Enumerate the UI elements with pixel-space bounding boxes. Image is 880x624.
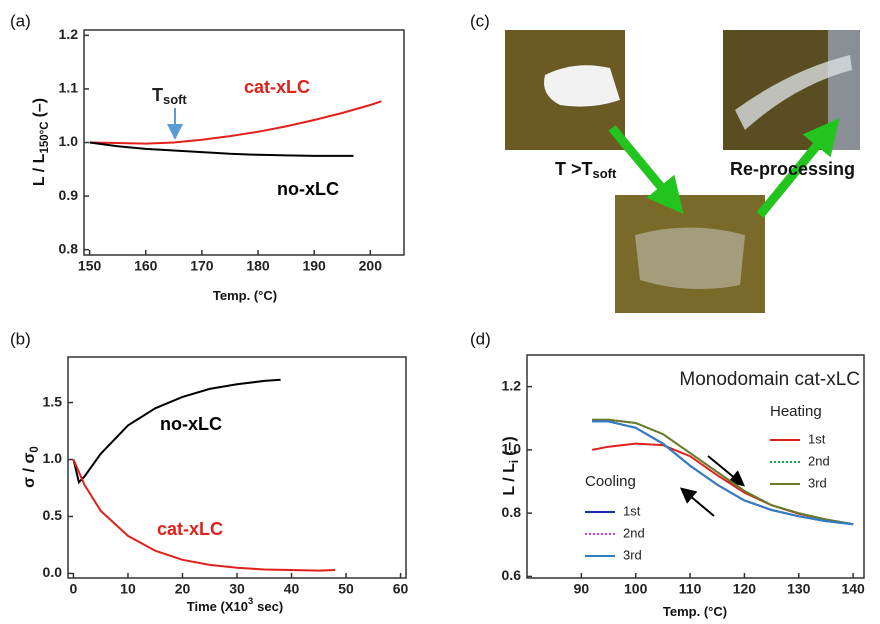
x-axis-label: Temp. (°C) [663, 604, 727, 619]
annotation: Tsoft [152, 85, 187, 108]
y-tick-label: 0.6 [502, 567, 522, 583]
panel-label: (b) [10, 329, 31, 348]
x-axis-label: Time (X103 sec) [187, 596, 283, 614]
x-tick-label: 150 [78, 258, 102, 274]
y-tick-label: 1.5 [43, 393, 63, 409]
chart-title: Monodomain cat-xLC [679, 369, 860, 390]
legend-label: 3rd [623, 547, 642, 562]
legend-title: Cooling [585, 473, 636, 490]
page: {"chart_data": [ {"type": "line", "label… [0, 0, 880, 624]
x-tick-label: 90 [574, 581, 590, 597]
x-tick-label: 170 [190, 258, 214, 274]
y-tick-label: 1.0 [43, 450, 63, 466]
x-axis-label-sup: 3 [248, 596, 253, 606]
x-tick-label: 30 [229, 581, 245, 597]
figure: (a)1501601701801902000.80.91.01.11.2Temp… [0, 0, 880, 624]
x-tick-label: 50 [338, 581, 354, 597]
x-axis-label: Temp. (°C) [213, 288, 277, 303]
y-tick-label: 0.8 [502, 504, 522, 520]
x-tick-label: 140 [841, 581, 865, 597]
x-tick-label: 0 [70, 581, 78, 597]
line [74, 460, 336, 571]
y-axis-label: L / Li (–) [501, 436, 521, 495]
y-tick-label: 1.0 [59, 133, 79, 149]
y-tick-label: 0.8 [59, 240, 79, 256]
plot-frame [68, 357, 406, 578]
panel-label: (c) [470, 11, 490, 30]
photo-sample [544, 65, 620, 106]
x-tick-label: 200 [359, 258, 383, 274]
y-axis-label-end: (–) [31, 98, 48, 118]
y-axis-label-sub: 150°C [39, 121, 51, 153]
y-tick-label: 0.5 [43, 507, 63, 523]
photo-caption-sub: soft [593, 166, 617, 181]
y-tick-label: 1.2 [502, 377, 522, 393]
series-label: cat-xLC [244, 77, 310, 97]
x-tick-label: 60 [393, 581, 409, 597]
y-axis-label-end: (–) [501, 436, 518, 456]
legend-label: 1st [808, 431, 826, 446]
series-label: no-xLC [160, 414, 222, 434]
y-axis-label-sub: 0 [29, 446, 41, 452]
x-tick-label: 130 [787, 581, 811, 597]
x-tick-label: 110 [679, 581, 702, 597]
y-axis-label: L / L150°C (–) [31, 98, 51, 186]
y-tick-label: 1.1 [59, 80, 79, 96]
x-axis-label-main: Temp. (°C) [663, 604, 727, 619]
series-label: no-xLC [277, 179, 339, 199]
y-tick-label: 1.2 [59, 26, 79, 42]
photo-caption-main: T >T [555, 159, 593, 179]
annotation-main: T [152, 85, 163, 105]
y-axis-label-main: σ / σ [21, 453, 38, 488]
photo-caption-main: Re-processing [730, 159, 855, 179]
arrow [612, 128, 672, 200]
x-tick-label: 190 [302, 258, 326, 274]
y-axis-label-main: L / L [31, 153, 48, 186]
legend-label: 1st [623, 503, 641, 518]
photo-caption: T >Tsoft [555, 159, 617, 182]
panel-label: (d) [470, 329, 491, 348]
photo-tool [828, 30, 860, 150]
arrow [683, 490, 714, 516]
line [90, 101, 382, 143]
x-tick-label: 10 [120, 581, 136, 597]
y-tick-label: 0.9 [59, 187, 79, 203]
y-axis-label: σ / σ0 [21, 446, 41, 488]
y-axis-label-main: L / L [501, 463, 518, 496]
legend-label: 2nd [808, 453, 830, 468]
x-tick-label: 20 [175, 581, 191, 597]
legend-label: 2nd [623, 525, 645, 540]
legend-label: 3rd [808, 475, 827, 490]
x-axis-label-end: sec) [257, 599, 283, 614]
photo-melt [635, 228, 745, 290]
x-tick-label: 180 [246, 258, 270, 274]
y-tick-label: 0.0 [43, 564, 63, 580]
x-tick-label: 160 [134, 258, 158, 274]
line [90, 143, 354, 156]
legend-title: Heating [770, 403, 822, 420]
panel-label: (a) [10, 11, 31, 30]
x-tick-label: 100 [624, 581, 648, 597]
x-axis-label-main: Time (X10 [187, 599, 248, 614]
series-label: cat-xLC [157, 519, 223, 539]
x-axis-label-main: Temp. (°C) [213, 288, 277, 303]
x-tick-label: 120 [733, 581, 757, 597]
photo-caption: Re-processing [730, 159, 855, 179]
y-axis-label-sub: i [509, 460, 521, 463]
x-tick-label: 40 [284, 581, 300, 597]
annotation-sub: soft [163, 92, 187, 107]
